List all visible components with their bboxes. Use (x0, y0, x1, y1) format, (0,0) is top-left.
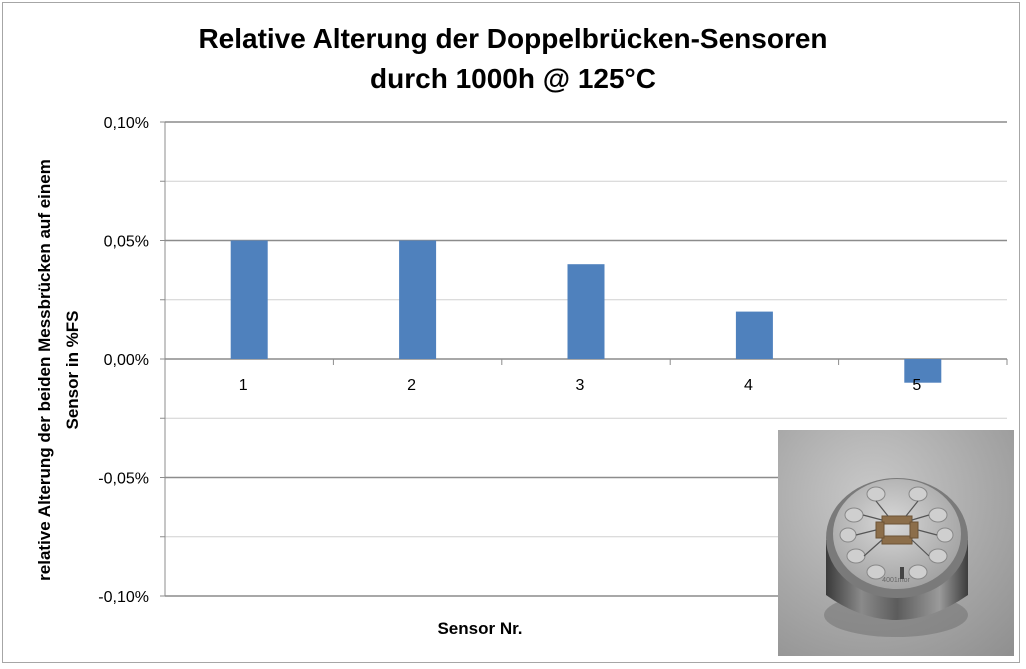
bar-sensor-5 (904, 359, 942, 383)
bar-sensor-2 (399, 240, 437, 359)
x-tick-label: 4 (744, 377, 753, 394)
y-tick-label: -0,05% (98, 471, 149, 488)
bar-sensor-4 (735, 311, 773, 359)
y-tick-label: 0,00% (104, 352, 149, 369)
bars (164, 240, 1008, 383)
y-tick-label: 0,05% (104, 234, 149, 251)
x-axis-label: Sensor Nr. (437, 619, 522, 638)
bar-sensor-3 (567, 264, 605, 359)
y-tick-label: 0,10% (104, 115, 149, 132)
sensor-engraving: 4001mor (882, 577, 910, 584)
chart-title-line-2: durch 1000h @ 125°C (370, 63, 656, 94)
x-tick-label: 3 (576, 377, 585, 394)
y-axis-label-line-1: relative Alterung der beiden Messbrücken… (35, 159, 54, 581)
y-axis-label-line-2: Sensor in %FS (63, 310, 82, 429)
x-tick-label: 2 (407, 377, 416, 394)
chart-title: Relative Alterung der Doppelbrücken-Sens… (198, 23, 827, 94)
sensor-photo: 4001mor (778, 430, 1014, 656)
chart-title-line-1: Relative Alterung der Doppelbrücken-Sens… (198, 23, 827, 54)
x-tick-label: 1 (239, 377, 248, 394)
x-tick-label: 5 (912, 377, 921, 394)
y-tick-label: -0,10% (98, 589, 149, 606)
y-tick-labels: 0,10% 0,05% 0,00% -0,05% -0,10% (98, 115, 149, 606)
x-tick-labels: 1 2 3 4 5 (239, 377, 922, 394)
bar-sensor-1 (230, 240, 268, 359)
